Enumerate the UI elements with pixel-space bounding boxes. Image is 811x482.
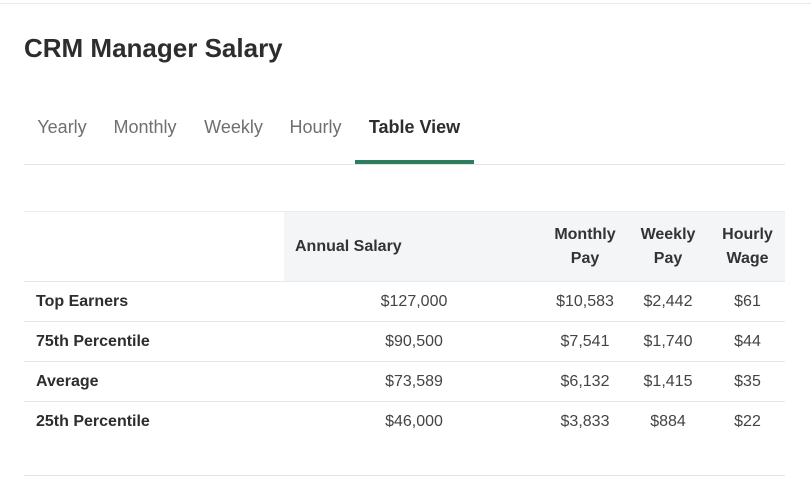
pay-period-tabs: Yearly Monthly Weekly Hourly Table View (24, 104, 785, 165)
header-monthly-line2: Pay (570, 249, 600, 267)
header-monthly-pay: Monthly Pay (544, 211, 626, 282)
top-divider (0, 3, 811, 4)
tab-yearly[interactable]: Yearly (37, 117, 87, 137)
header-weekly-line2: Pay (653, 249, 683, 267)
table-row: Average $73,589 $6,132 $1,415 $35 (24, 361, 785, 402)
tab-table-view[interactable]: Table View (355, 104, 474, 164)
monthly-pay-value: $6,132 (560, 372, 610, 390)
hourly-wage-value: $44 (734, 332, 761, 350)
header-annual-label: Annual Salary (295, 237, 402, 255)
weekly-pay-value: $884 (650, 412, 686, 430)
weekly-pay-value: $2,442 (643, 292, 693, 310)
header-hourly-wage: Hourly Wage (710, 211, 785, 282)
bottom-divider (24, 475, 785, 476)
weekly-pay-value: $1,740 (643, 332, 693, 350)
table-row: 25th Percentile $46,000 $3,833 $884 $22 (24, 401, 785, 442)
row-label: 75th Percentile (36, 332, 150, 350)
annual-salary-value: $90,500 (385, 332, 443, 350)
header-hourly-line2: Wage (726, 249, 769, 267)
annual-salary-value: $46,000 (385, 412, 443, 430)
row-label: 25th Percentile (36, 412, 150, 430)
header-blank-cell (24, 211, 284, 282)
table-row: 75th Percentile $90,500 $7,541 $1,740 $4… (24, 321, 785, 362)
monthly-pay-value: $7,541 (560, 332, 610, 350)
header-weekly-pay: Weekly Pay (626, 211, 710, 282)
weekly-pay-value: $1,415 (643, 372, 693, 390)
hourly-wage-value: $22 (734, 412, 761, 430)
header-annual-salary: Annual Salary (284, 211, 544, 282)
monthly-pay-value: $3,833 (560, 412, 610, 430)
tab-monthly[interactable]: Monthly (113, 117, 177, 137)
table-row: Top Earners $127,000 $10,583 $2,442 $61 (24, 281, 785, 322)
page-title: CRM Manager Salary (24, 33, 283, 63)
header-monthly-line1: Monthly (554, 225, 616, 243)
table-header-row: Annual Salary Monthly Pay Weekly Pay Hourl… (24, 211, 785, 282)
header-hourly-line1: Hourly (722, 225, 773, 243)
tab-hourly[interactable]: Hourly (289, 117, 342, 137)
header-weekly-line1: Weekly (640, 225, 696, 243)
hourly-wage-value: $35 (734, 372, 761, 390)
annual-salary-value: $73,589 (385, 372, 443, 390)
tab-weekly[interactable]: Weekly (204, 117, 263, 137)
salary-table: Annual Salary Monthly Pay Weekly Pay Hourl… (24, 211, 785, 442)
annual-salary-value: $127,000 (380, 292, 448, 310)
row-label: Average (36, 372, 99, 390)
monthly-pay-value: $10,583 (556, 292, 614, 310)
row-label: Top Earners (36, 292, 129, 310)
hourly-wage-value: $61 (734, 292, 761, 310)
